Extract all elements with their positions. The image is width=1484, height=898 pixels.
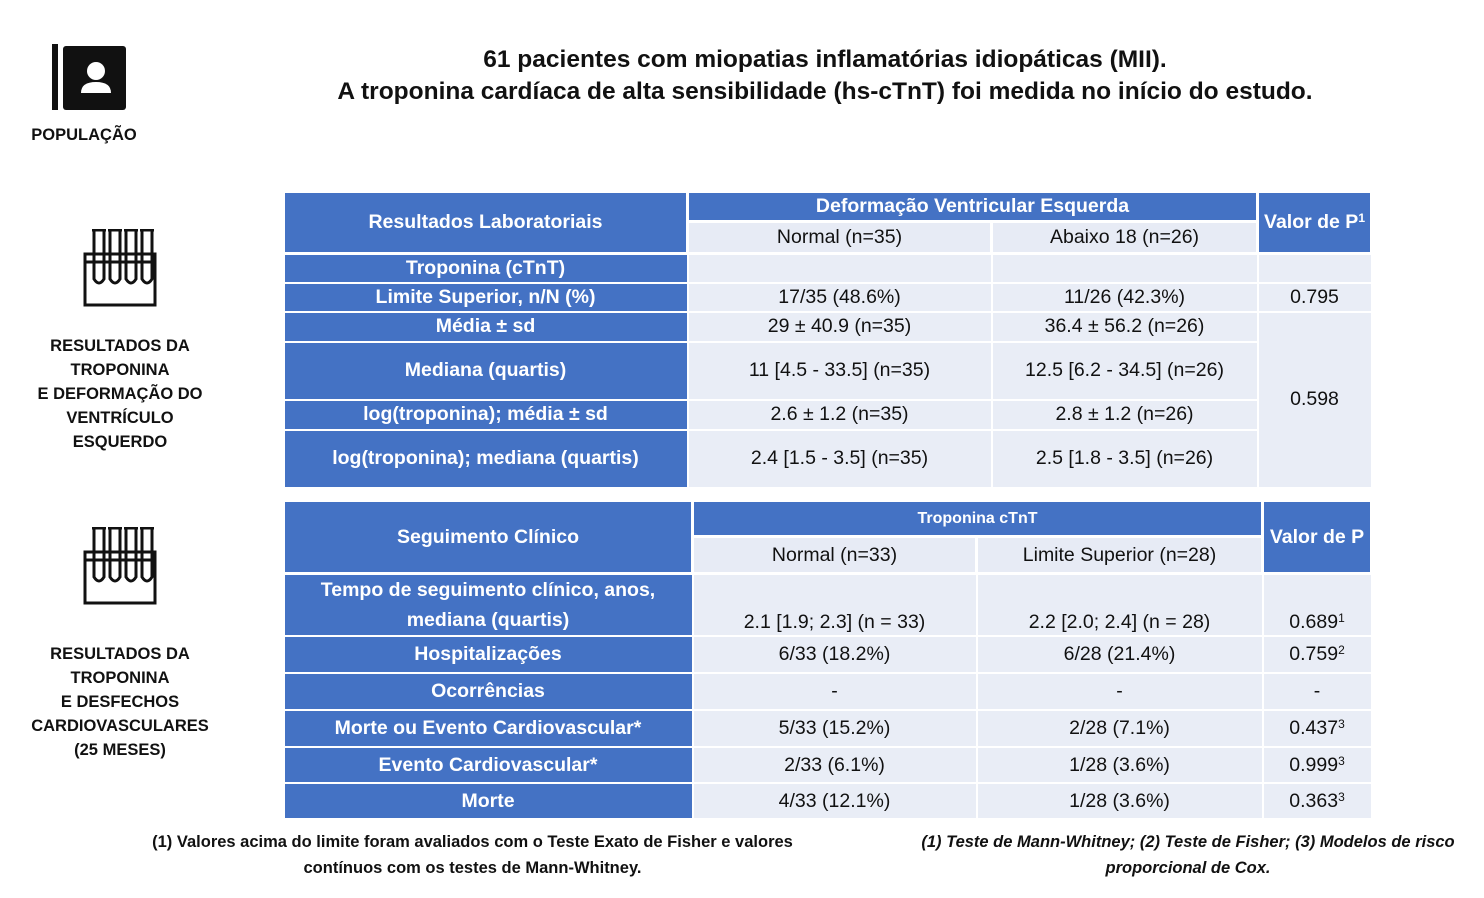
title-line-1: 61 pacientes com miopatias inflamatórias… xyxy=(483,46,1167,73)
clinical-followup-header: Seguimento Clínico xyxy=(282,499,694,575)
table-row: Morte 4/33 (12.1%) 1/28 (3.6%) 0.3633 xyxy=(282,782,1373,820)
table-row: Morte ou Evento Cardiovascular* 5/33 (15… xyxy=(282,709,1373,748)
table-row: Troponina (cTnT) xyxy=(282,252,1373,284)
p-value-cell: 0.598 xyxy=(1256,310,1373,489)
title-line-2: A troponina cardíaca de alta sensibilida… xyxy=(337,78,1313,105)
table-row: Ocorrências - - - xyxy=(282,672,1373,711)
footnote-right: (1) Teste de Mann-Whitney; (2) Teste de … xyxy=(921,833,1455,877)
population-label: POPULAÇÃO xyxy=(31,126,137,144)
p-value-header: Valor de P1 xyxy=(1256,190,1374,255)
normal-subheader: Normal (n=35) xyxy=(686,220,993,255)
troponin-header: Troponina cTnT xyxy=(691,499,1264,538)
p-value-header: Valor de P xyxy=(1261,499,1373,575)
abaixo-subheader: Abaixo 18 (n=26) xyxy=(989,220,1260,255)
table-row: Mediana (quartis) 11 [4.5 - 33.5] (n=35)… xyxy=(282,340,1372,401)
section1-label: RESULTADOS DA TROPONINA E DEFORMAÇÃO DO … xyxy=(37,337,203,451)
table-row: log(troponina); média ± sd 2.6 ± 1.2 (n=… xyxy=(282,398,1372,431)
test-tubes-icon xyxy=(83,526,157,605)
table-row: Hospitalizações 6/33 (18.2%) 6/28 (21.4%… xyxy=(282,635,1373,674)
table-row: Limite Superior, n/N (%) 17/35 (48.6%) 1… xyxy=(282,281,1373,313)
normal-subheader: Normal (n=33) xyxy=(691,535,978,575)
ventricular-deformation-header: Deformação Ventricular Esquerda xyxy=(685,190,1260,223)
test-tubes-icon xyxy=(83,228,157,307)
section2-label: RESULTADOS DA TROPONINA E DESFECHOS CARD… xyxy=(31,645,209,759)
lab-results-header: Resultados Laboratoriais xyxy=(282,190,689,255)
page-title: 61 pacientes com miopatias inflamatórias… xyxy=(260,44,1390,108)
table-row: log(troponina); mediana (quartis) 2.4 [1… xyxy=(282,428,1372,489)
footnote-left: (1) Valores acima do limite foram avalia… xyxy=(152,833,793,877)
lab-results-table: Resultados Laboratoriais Deformação Vent… xyxy=(282,190,1374,489)
table-row: Tempo de seguimento clínico, anos, media… xyxy=(282,572,1373,637)
limite-subheader: Limite Superior (n=28) xyxy=(975,535,1264,575)
clinical-followup-table: Seguimento Clínico Troponina cTnT Valor … xyxy=(282,499,1373,820)
table-row: Média ± sd 29 ± 40.9 (n=35) 36.4 ± 56.2 … xyxy=(282,310,1373,489)
population-icon xyxy=(52,44,128,112)
table-row: Evento Cardiovascular* 2/33 (6.1%) 1/28 … xyxy=(282,746,1373,784)
